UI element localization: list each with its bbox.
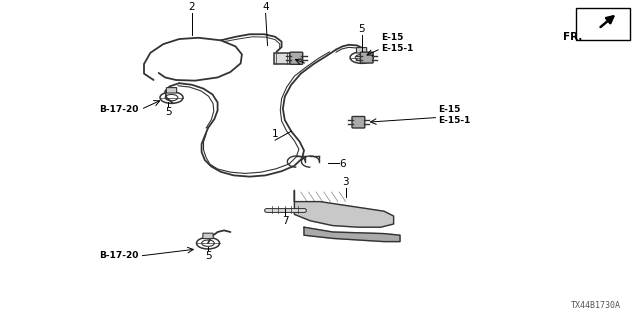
Text: B-17-20: B-17-20 <box>99 252 139 260</box>
Text: TX44B1730A: TX44B1730A <box>571 301 621 310</box>
Text: 5: 5 <box>358 24 365 34</box>
Text: 5: 5 <box>165 107 172 117</box>
FancyBboxPatch shape <box>290 52 303 64</box>
Text: 2: 2 <box>189 2 195 12</box>
FancyBboxPatch shape <box>352 116 365 128</box>
Text: 3: 3 <box>342 177 349 187</box>
Polygon shape <box>294 190 394 227</box>
Text: 1: 1 <box>272 129 278 139</box>
Text: 6: 6 <box>339 159 346 169</box>
Text: 4: 4 <box>262 2 269 12</box>
FancyBboxPatch shape <box>166 88 177 93</box>
FancyBboxPatch shape <box>203 233 213 239</box>
Text: E-15
E-15-1: E-15 E-15-1 <box>381 34 413 53</box>
Text: B-17-20: B-17-20 <box>99 105 139 114</box>
Polygon shape <box>304 227 400 242</box>
FancyBboxPatch shape <box>360 52 373 63</box>
Text: E-15
E-15-1: E-15 E-15-1 <box>438 106 471 125</box>
FancyBboxPatch shape <box>274 53 290 64</box>
FancyBboxPatch shape <box>356 48 367 53</box>
Text: 7: 7 <box>282 216 289 226</box>
Text: FR.: FR. <box>563 32 582 42</box>
Text: 5: 5 <box>205 251 211 261</box>
